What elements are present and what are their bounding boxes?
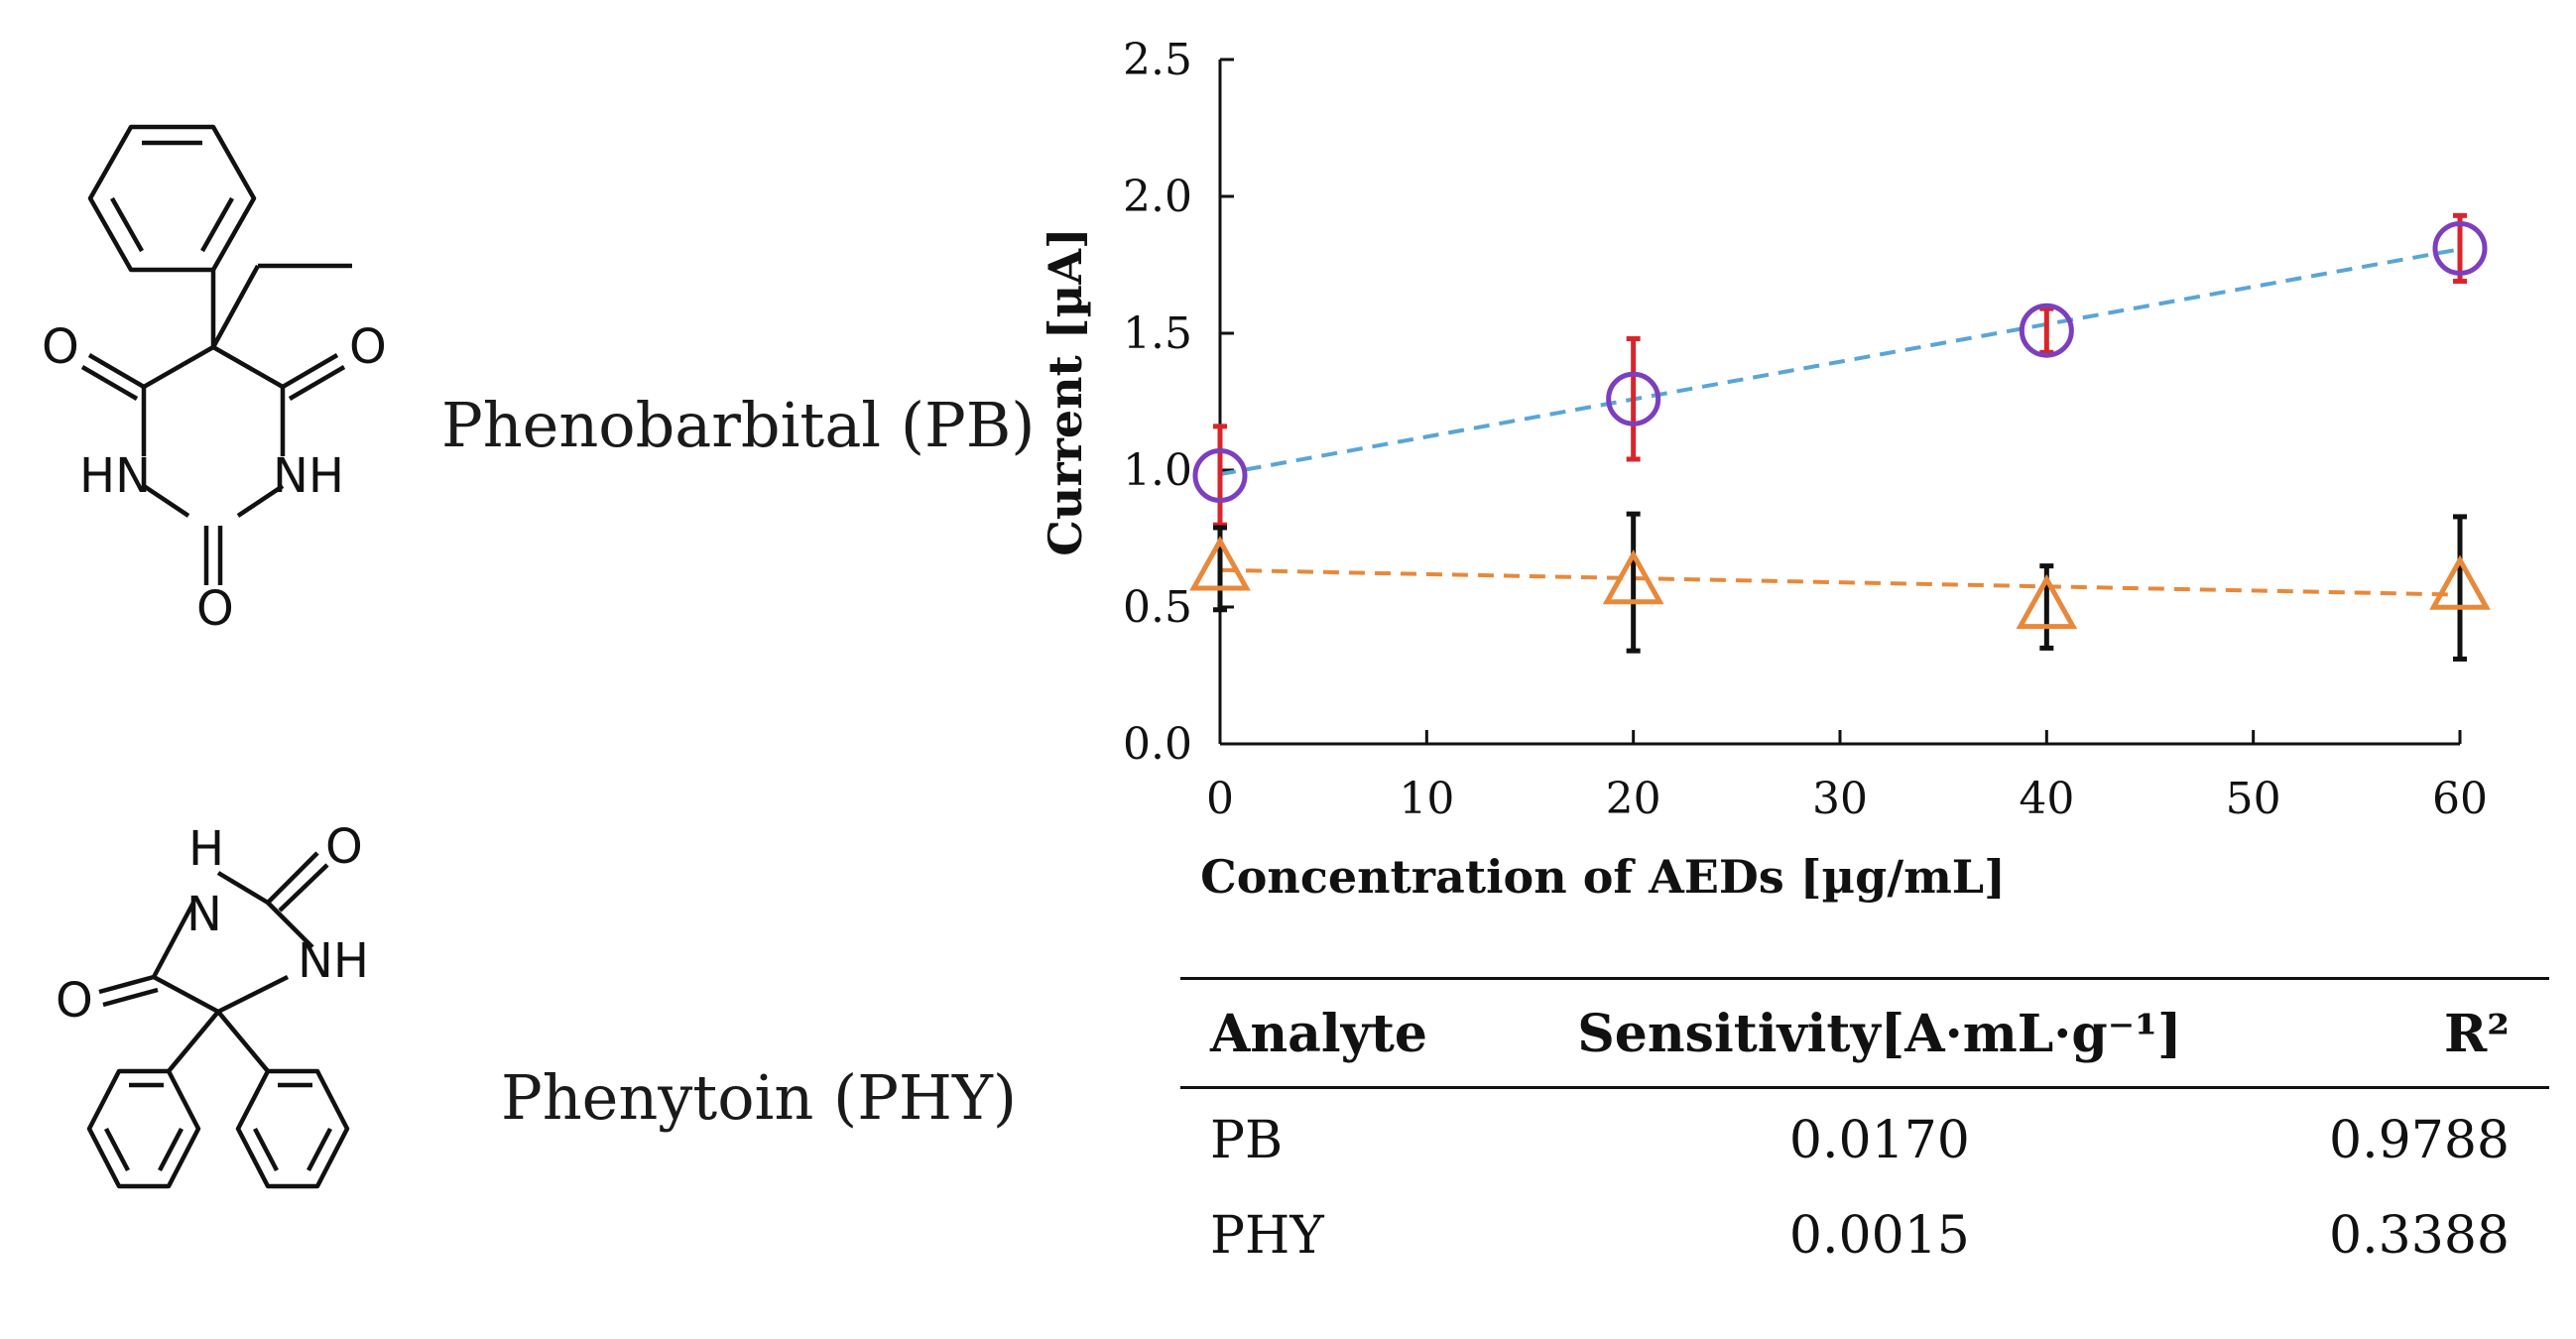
y-tick-label: 2.5 — [1123, 35, 1192, 85]
y-tick-label: 0.0 — [1123, 719, 1192, 770]
x-tick-label: 10 — [1399, 774, 1454, 824]
trendline-series-0 — [1219, 247, 2461, 477]
x-tick-label: 30 — [1812, 774, 1868, 824]
chart-errorbars — [1213, 212, 2467, 662]
data-point-triangle — [1189, 536, 1251, 591]
trendline-series-1 — [1219, 567, 2461, 597]
y-tick-label: 0.5 — [1123, 582, 1192, 633]
data-point-circle — [2019, 303, 2074, 358]
pb-atom-nh-right: NH — [273, 448, 344, 504]
phy-atom-n-top: N — [186, 887, 222, 942]
y-tick-label: 1.5 — [1123, 308, 1192, 359]
phy-atom-o-top: O — [325, 819, 363, 875]
pb-atom-o-bottom: O — [196, 581, 234, 637]
header-r2: R² — [2257, 977, 2549, 1089]
header-sensitivity: Sensitivity[A·mL·g⁻¹] — [1492, 977, 2258, 1089]
pb-atom-o-right: O — [349, 319, 387, 375]
data-point-circle — [1606, 371, 1661, 426]
phenobarbital-label: Phenobarbital (PB) — [441, 389, 1036, 461]
x-tick-label: 20 — [1606, 774, 1661, 824]
current-vs-concentration-chart: 0.0 0.5 1.0 1.5 2.0 2.5 0 10 20 30 40 50 60 Current … — [1039, 35, 2491, 904]
phenytoin-skeleton: H N O NH O — [56, 819, 369, 1189]
cell-sensitivity: 0.0170 — [1788, 1111, 1970, 1170]
cell-r2: 0.3388 — [2329, 1206, 2510, 1266]
y-tick-label: 1.0 — [1123, 445, 1192, 496]
x-axis-title: Concentration of AEDs [µg/mL] — [1200, 850, 2006, 904]
table-row: PB 0.0170 0.9788 — [1180, 1088, 2549, 1185]
x-tick-label: 0 — [1206, 774, 1234, 824]
chart-markers — [1189, 220, 2491, 630]
chart-trendlines — [1219, 247, 2461, 597]
phy-atom-o-left: O — [56, 973, 93, 1029]
phy-atom-nh-right: NH — [298, 933, 369, 989]
data-point-triangle — [2016, 573, 2078, 630]
phenytoin-structure: H N O NH O — [20, 813, 516, 1329]
data-point-triangle — [1602, 549, 1664, 605]
data-point-triangle — [2429, 554, 2491, 610]
pb-atom-o-left: O — [42, 319, 79, 375]
phenobarbital-structure: O O HN NH O — [20, 99, 446, 655]
phenobarbital-skeleton: O O HN NH O — [42, 124, 387, 637]
chart-axes: 0.0 0.5 1.0 1.5 2.0 2.5 0 10 20 30 40 50 60 — [1123, 35, 2488, 824]
x-tick-label: 50 — [2226, 774, 2281, 824]
y-tick-label: 2.0 — [1123, 172, 1192, 222]
x-tick-label: 40 — [2019, 774, 2074, 824]
data-point-circle — [1192, 448, 1248, 504]
cell-r2: 0.9788 — [2329, 1111, 2510, 1170]
phenytoin-label: Phenytoin (PHY) — [501, 1061, 1018, 1134]
x-tick-label: 60 — [2432, 774, 2488, 824]
cell-sensitivity: 0.0015 — [1788, 1206, 1970, 1266]
table-row: PHY 0.0015 0.3388 — [1180, 1184, 2549, 1279]
data-point-circle — [2432, 220, 2488, 276]
table-header-row: Analyte Sensitivity[A·mL·g⁻¹] R² — [1180, 977, 2549, 1089]
cell-analyte: PB — [1210, 1111, 1284, 1170]
pb-atom-nh-left: HN — [79, 448, 151, 504]
results-table: Analyte Sensitivity[A·mL·g⁻¹] R² PB 0.01… — [1180, 977, 2549, 1279]
header-analyte: Analyte — [1180, 977, 1493, 1089]
cell-analyte: PHY — [1210, 1206, 1324, 1266]
y-axis-title: Current [µA] — [1039, 227, 1092, 555]
phy-atom-h-top: H — [188, 821, 224, 877]
